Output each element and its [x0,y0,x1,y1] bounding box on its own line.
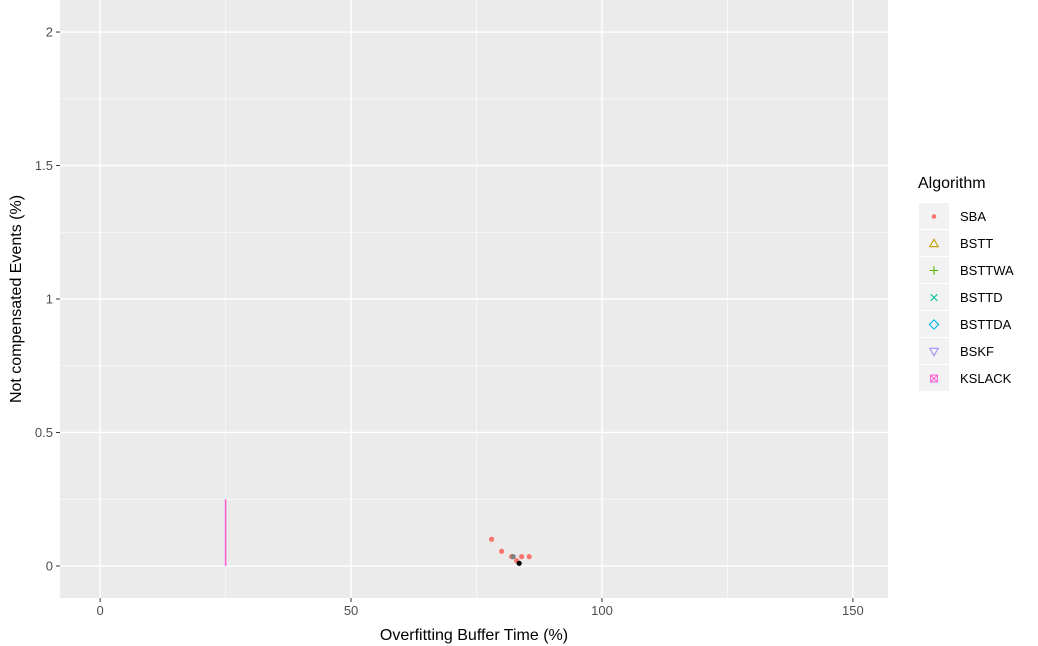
legend-label: BSTTWA [960,263,1014,278]
legend-item-bskf: BSKF [919,338,994,364]
data-point [510,554,516,560]
legend-item-sba: SBA [919,203,986,229]
data-marks [224,499,532,566]
data-point [516,560,522,566]
legend-label: BSTTD [960,290,1003,305]
legend-key [919,338,949,364]
legend-label: BSKF [960,344,994,359]
legend-key [919,311,949,337]
y-tick-label: 0 [46,558,53,573]
data-point-sba [526,554,532,560]
data-point-sba [488,536,495,542]
x-axis-ticks: 0 50 100 150 [97,598,864,618]
legend-key-symbol [930,293,938,302]
legend-item-bsttd: BSTTD [919,284,1003,310]
legend: Algorithm SBA BSTT BSTTWA BSTTD BSTTDA BSKF KS… [918,175,1014,391]
x-tick-label: 50 [344,603,358,618]
data-point-sba [519,554,525,560]
y-tick-label: 1.5 [35,158,53,173]
major-gridlines [60,0,888,598]
legend-key-symbol [928,319,940,330]
legend-label: BSTTDA [960,317,1012,332]
legend-item-bstt: BSTT [919,230,993,256]
legend-item-kslack: KSLACK [919,365,1012,391]
legend-items: SBA BSTT BSTTWA BSTTD BSTTDA BSKF KSLACK [919,203,1014,391]
legend-key-symbol [930,374,938,383]
legend-key-symbol [928,347,940,357]
y-tick-label: 0.5 [35,425,53,440]
y-tick-label: 2 [46,25,53,40]
legend-title: Algorithm [918,175,986,192]
x-axis-title: Overfitting Buffer Time (%) [380,627,568,644]
legend-key-symbol [928,238,940,248]
x-tick-label: 150 [842,603,864,618]
y-tick-label: 1 [46,292,53,307]
legend-item-bsttda: BSTTDA [919,311,1012,337]
legend-label: BSTT [960,236,993,251]
legend-key [919,230,949,256]
data-point-sba [499,548,505,554]
legend-key-symbol [929,266,939,275]
legend-label: KSLACK [960,371,1012,386]
y-axis-ticks: 0 0.5 1 1.5 2 [35,25,60,573]
legend-item-bsttwa: BSTTWA [919,257,1014,283]
x-tick-label: 100 [591,603,613,618]
legend-label: SBA [960,209,986,224]
legend-key-symbol [931,214,937,219]
x-tick-label: 0 [97,603,104,618]
y-axis-title: Not compensated Events (%) [8,195,25,403]
